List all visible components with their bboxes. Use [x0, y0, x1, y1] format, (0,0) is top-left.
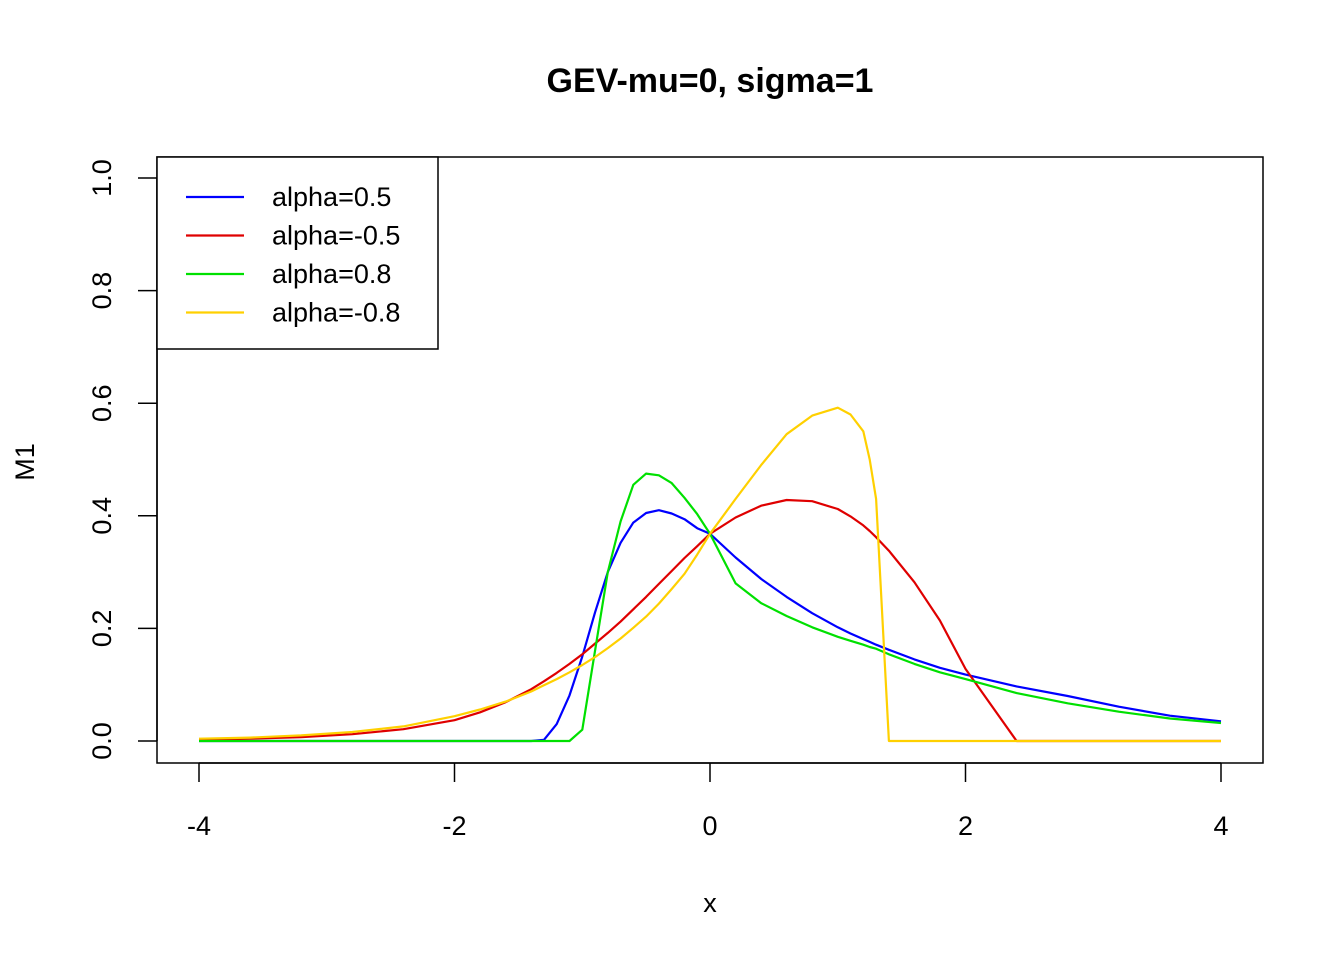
series-line-3 — [199, 472, 1222, 743]
legend-label-3: alpha=0.8 — [272, 259, 391, 289]
plot-lines — [198, 406, 1222, 743]
x-axis: -4 -2 0 2 4 — [187, 762, 1229, 841]
legend-label-1: alpha=0.5 — [272, 182, 391, 212]
chart-title: GEV-mu=0, sigma=1 — [547, 62, 874, 100]
y-tick-label: 0.2 — [87, 610, 117, 648]
legend-label-2: alpha=-0.5 — [272, 221, 400, 251]
legend-label-4: alpha=-0.8 — [272, 298, 400, 328]
x-tick-label: 4 — [1213, 811, 1228, 841]
legend: alpha=0.5 alpha=-0.5 alpha=0.8 alpha=-0.8 — [156, 156, 439, 350]
x-tick-label: 0 — [702, 811, 717, 841]
y-tick-label: 0.8 — [87, 272, 117, 310]
y-tick-label: 0.4 — [87, 497, 117, 535]
y-tick-label: 0.6 — [87, 384, 117, 422]
y-tick-label: 0.0 — [87, 722, 117, 760]
x-tick-label: 2 — [958, 811, 973, 841]
x-tick-label: -4 — [187, 811, 211, 841]
series-line-4 — [198, 406, 1221, 743]
legend-box — [156, 156, 439, 350]
x-axis-label: x — [703, 888, 717, 918]
series-line-2 — [198, 498, 1221, 743]
y-tick-label: 1.0 — [87, 159, 117, 197]
x-tick-label: -2 — [442, 811, 466, 841]
y-axis-label: M1 — [10, 443, 40, 481]
